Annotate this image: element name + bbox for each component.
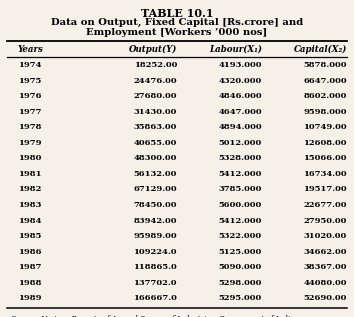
Text: 1978: 1978 [18,123,41,131]
Text: 1985: 1985 [18,232,41,240]
Text: 5328.000: 5328.000 [219,154,262,162]
Text: Years: Years [18,45,44,54]
Text: 5012.000: 5012.000 [219,139,262,147]
Text: 15066.00: 15066.00 [303,154,347,162]
Text: Source: Various Reports of Annual Survey of Industries, Government of India: Source: Various Reports of Annual Survey… [11,314,294,317]
Text: 4320.000: 4320.000 [219,77,262,85]
Text: 1977: 1977 [18,108,41,116]
Text: 1987: 1987 [18,263,41,271]
Text: 3785.000: 3785.000 [218,185,262,193]
Text: 40655.00: 40655.00 [133,139,177,147]
Text: 5600.000: 5600.000 [219,201,262,209]
Text: 9598.000: 9598.000 [303,108,347,116]
Text: 137702.0: 137702.0 [133,279,177,287]
Text: 1988: 1988 [18,279,41,287]
Text: 4193.000: 4193.000 [218,61,262,69]
Text: 1989: 1989 [18,294,41,302]
Text: Capital(X₂): Capital(X₂) [293,45,347,54]
Text: 12608.00: 12608.00 [303,139,347,147]
Text: 1975: 1975 [18,77,41,85]
Text: 1983: 1983 [18,201,41,209]
Text: 52690.00: 52690.00 [303,294,347,302]
Text: 1981: 1981 [18,170,41,178]
Text: 5295.000: 5295.000 [219,294,262,302]
Text: 1986: 1986 [18,248,41,256]
Text: 4647.000: 4647.000 [218,108,262,116]
Text: Labour(X₁): Labour(X₁) [209,45,262,54]
Text: 1979: 1979 [18,139,41,147]
Text: 5322.000: 5322.000 [219,232,262,240]
Text: 38367.00: 38367.00 [303,263,347,271]
Text: 1980: 1980 [18,154,41,162]
Text: 31020.00: 31020.00 [304,232,347,240]
Text: 19517.00: 19517.00 [303,185,347,193]
Text: TABLE 10.1: TABLE 10.1 [141,8,213,19]
Text: 5412.000: 5412.000 [218,217,262,224]
Text: 166667.0: 166667.0 [133,294,177,302]
Text: 1984: 1984 [18,217,41,224]
Text: 5878.000: 5878.000 [303,61,347,69]
Text: 78450.00: 78450.00 [133,201,177,209]
Text: 8602.000: 8602.000 [303,92,347,100]
Text: 34662.00: 34662.00 [303,248,347,256]
Text: 5090.000: 5090.000 [219,263,262,271]
Text: Data on Output, Fixed Capital [Rs.crore] and: Data on Output, Fixed Capital [Rs.crore]… [51,18,303,27]
Text: 4894.000: 4894.000 [218,123,262,131]
Text: 56132.00: 56132.00 [133,170,177,178]
Text: 6647.000: 6647.000 [303,77,347,85]
Text: 83942.00: 83942.00 [133,217,177,224]
Text: 10749.00: 10749.00 [303,123,347,131]
Text: 24476.00: 24476.00 [133,77,177,85]
Text: Output(Y): Output(Y) [129,45,177,54]
Text: 31430.00: 31430.00 [133,108,177,116]
Text: 22677.00: 22677.00 [303,201,347,209]
Text: 118865.0: 118865.0 [133,263,177,271]
Text: Employment [Workers ’000 nos]: Employment [Workers ’000 nos] [86,28,268,37]
Text: 5298.000: 5298.000 [218,279,262,287]
Text: 16734.00: 16734.00 [303,170,347,178]
Text: 5125.000: 5125.000 [219,248,262,256]
Text: 1976: 1976 [18,92,41,100]
Text: 1982: 1982 [18,185,41,193]
Text: 1974: 1974 [18,61,41,69]
Text: 95989.00: 95989.00 [133,232,177,240]
Text: 18252.00: 18252.00 [133,61,177,69]
Text: 44080.00: 44080.00 [303,279,347,287]
Text: 5412.000: 5412.000 [218,170,262,178]
Text: 109224.0: 109224.0 [133,248,177,256]
Text: 4846.000: 4846.000 [218,92,262,100]
Text: 67129.00: 67129.00 [133,185,177,193]
Text: 27950.00: 27950.00 [303,217,347,224]
Text: 35863.00: 35863.00 [133,123,177,131]
Text: 48300.00: 48300.00 [133,154,177,162]
Text: 27680.00: 27680.00 [133,92,177,100]
